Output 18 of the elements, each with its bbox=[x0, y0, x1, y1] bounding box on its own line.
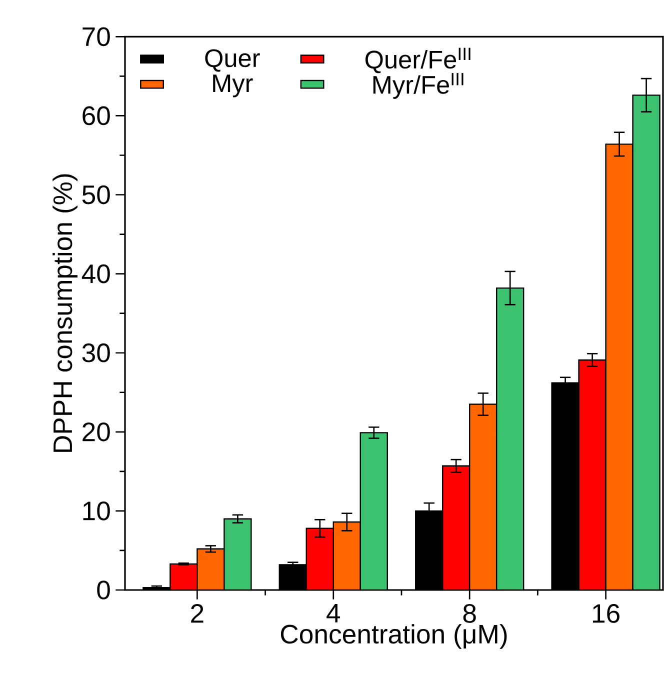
x-axis-title: Concentration (μM) bbox=[280, 624, 507, 649]
legend-label: Myr/Fe$^{III}$ bbox=[373, 73, 464, 99]
x-tick-label: 16 bbox=[592, 604, 620, 623]
legend-label: Quer/Fe$^{III}$ bbox=[365, 48, 470, 74]
x-tick-label: 4 bbox=[326, 604, 340, 622]
x-tick-label: 8 bbox=[463, 604, 476, 623]
y-tick-label: 20 bbox=[82, 422, 110, 442]
y-tick-label: 60 bbox=[82, 106, 110, 126]
y-tick-label: 0 bbox=[97, 580, 110, 600]
y-tick-label: 70 bbox=[82, 27, 110, 46]
legend-label: Myr bbox=[213, 74, 253, 98]
y-axis-title: DPPH consumption (%) bbox=[52, 174, 78, 452]
y-tick-label: 30 bbox=[82, 343, 110, 362]
legend-label: Quer bbox=[205, 49, 260, 72]
y-tick-label: 40 bbox=[82, 264, 110, 284]
y-tick-label: 10 bbox=[83, 502, 110, 520]
y-tick-label: 50 bbox=[82, 185, 110, 204]
x-tick-label: 2 bbox=[191, 604, 204, 623]
